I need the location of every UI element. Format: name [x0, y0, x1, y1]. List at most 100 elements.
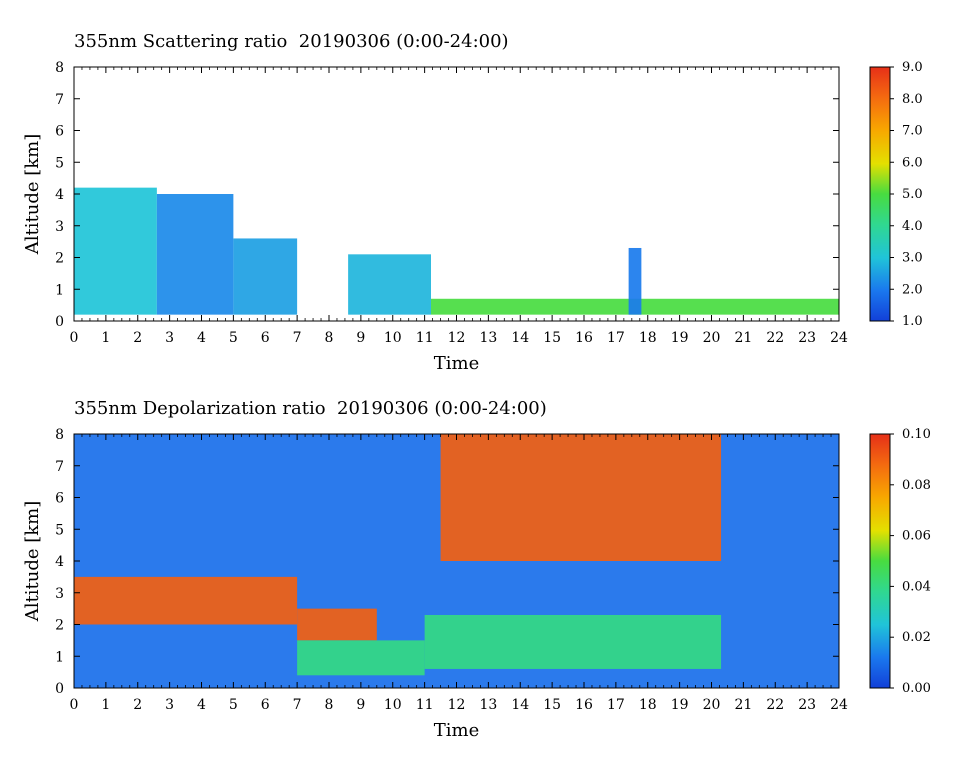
- x-tick-label-2-9: 9: [356, 697, 365, 713]
- x-tick-label-2-0: 0: [70, 697, 79, 713]
- colorbar-label-1-0: 1.0: [902, 314, 923, 329]
- x-tick-label-1-3: 3: [165, 330, 174, 346]
- y-tick-label-2-7: 7: [55, 459, 64, 475]
- x-tick-label-1-23: 23: [798, 330, 816, 346]
- y-tick-label-2-0: 0: [55, 681, 64, 697]
- x-tick-label-2-22: 22: [766, 697, 784, 713]
- colorbar-label-1-5: 6.0: [902, 155, 923, 170]
- x-tick-label-1-4: 4: [197, 330, 206, 346]
- y-tick-label-2-6: 6: [55, 491, 64, 507]
- x-tick-label-1-11: 11: [416, 330, 434, 346]
- x-tick-label-1-9: 9: [356, 330, 365, 346]
- x-tick-label-2-10: 10: [384, 697, 402, 713]
- y-tick-label-1-0: 0: [55, 314, 64, 330]
- x-tick-label-2-16: 16: [575, 697, 593, 713]
- x-tick-label-1-24: 24: [830, 330, 848, 346]
- x-tick-label-2-12: 12: [448, 697, 466, 713]
- x-tick-label-2-24: 24: [830, 697, 848, 713]
- colorbar-1: [869, 66, 891, 322]
- x-tick-label-2-8: 8: [325, 697, 334, 713]
- x-tick-label-2-5: 5: [229, 697, 238, 713]
- x-axis-label-1: Time: [434, 353, 479, 374]
- colorbar-label-1-6: 7.0: [902, 124, 923, 139]
- x-tick-label-2-23: 23: [798, 697, 816, 713]
- y-tick-label-2-2: 2: [55, 618, 64, 634]
- data-region-1-4: [348, 254, 431, 315]
- x-tick-label-2-14: 14: [511, 697, 529, 713]
- colorbar-label-1-4: 5.0: [902, 187, 923, 202]
- x-tick-label-2-1: 1: [101, 697, 110, 713]
- chart-title-scattering: 355nm Scattering ratio 20190306 (0:00-24…: [74, 31, 509, 52]
- colorbar-label-2-4: 0.08: [902, 478, 931, 493]
- x-tick-label-1-18: 18: [639, 330, 657, 346]
- data-region-1-6: [628, 247, 642, 315]
- x-tick-label-1-0: 0: [70, 330, 79, 346]
- y-tick-label-2-5: 5: [55, 522, 64, 538]
- colorbar-label-2-3: 0.06: [902, 529, 931, 544]
- x-tick-label-2-6: 6: [261, 697, 270, 713]
- x-tick-label-2-19: 19: [671, 697, 689, 713]
- x-tick-label-1-5: 5: [229, 330, 238, 346]
- y-tick-label-1-4: 4: [55, 187, 64, 203]
- x-tick-label-1-10: 10: [384, 330, 402, 346]
- y-tick-label-1-8: 8: [55, 60, 64, 76]
- data-region-2-2: [74, 576, 298, 625]
- x-tick-label-1-12: 12: [448, 330, 466, 346]
- data-region-2-4: [440, 434, 722, 561]
- x-tick-label-1-15: 15: [543, 330, 561, 346]
- x-tick-label-2-21: 21: [734, 697, 752, 713]
- data-region-2-3: [297, 608, 377, 641]
- x-tick-label-1-14: 14: [511, 330, 529, 346]
- colorbar-label-1-7: 8.0: [902, 92, 923, 107]
- depolarization-ratio-plot: [74, 434, 839, 688]
- y-tick-label-2-3: 3: [55, 586, 64, 602]
- data-region-2-6: [297, 640, 425, 676]
- x-tick-label-1-1: 1: [101, 330, 110, 346]
- axes-layer: 0 1 2 3 4 5 6 7 8 9 10 11 12 13 14 15 16 17 18 19 20 21 22 23 24…: [22, 60, 931, 741]
- y-tick-label-2-8: 8: [55, 427, 64, 443]
- colorbar-label-2-0: 0.00: [902, 681, 931, 696]
- x-tick-label-1-20: 20: [703, 330, 721, 346]
- x-tick-label-1-19: 19: [671, 330, 689, 346]
- data-region-1-1: [74, 187, 157, 315]
- x-tick-label-2-11: 11: [416, 697, 434, 713]
- x-tick-label-2-17: 17: [607, 697, 625, 713]
- data-region-2-5: [424, 614, 722, 669]
- x-tick-label-2-7: 7: [293, 697, 302, 713]
- y-tick-label-2-1: 1: [55, 649, 64, 665]
- colorbar-label-2-5: 0.10: [902, 427, 931, 442]
- colorbar-label-1-3: 4.0: [902, 219, 923, 234]
- x-tick-label-1-22: 22: [766, 330, 784, 346]
- colorbar-2: [869, 433, 891, 689]
- y-axis-label-2: Altitude [km]: [22, 501, 43, 623]
- y-tick-label-1-2: 2: [55, 251, 64, 267]
- y-tick-label-2-4: 4: [55, 554, 64, 570]
- x-tick-label-1-21: 21: [734, 330, 752, 346]
- x-tick-label-1-13: 13: [479, 330, 497, 346]
- scattering-ratio-plot: [74, 187, 839, 315]
- y-axis-label-1: Altitude [km]: [22, 134, 43, 256]
- colorbar-label-2-1: 0.02: [902, 630, 931, 645]
- x-tick-label-1-8: 8: [325, 330, 334, 346]
- x-tick-label-2-2: 2: [133, 697, 142, 713]
- x-tick-label-2-4: 4: [197, 697, 206, 713]
- y-tick-label-1-5: 5: [55, 155, 64, 171]
- x-tick-label-1-7: 7: [293, 330, 302, 346]
- data-region-1-3: [233, 238, 298, 315]
- y-tick-label-1-3: 3: [55, 219, 64, 235]
- x-tick-label-1-6: 6: [261, 330, 270, 346]
- x-tick-label-2-20: 20: [703, 697, 721, 713]
- x-tick-label-1-16: 16: [575, 330, 593, 346]
- x-tick-label-2-3: 3: [165, 697, 174, 713]
- colorbar-label-2-2: 0.04: [902, 579, 931, 594]
- x-tick-label-2-15: 15: [543, 697, 561, 713]
- x-tick-label-1-17: 17: [607, 330, 625, 346]
- x-tick-label-2-18: 18: [639, 697, 657, 713]
- y-tick-label-1-1: 1: [55, 282, 64, 298]
- x-tick-label-1-2: 2: [133, 330, 142, 346]
- chart-title-depolarization: 355nm Depolarization ratio 20190306 (0:0…: [74, 398, 547, 419]
- colorbar-label-1-1: 2.0: [902, 282, 923, 297]
- x-tick-label-2-13: 13: [479, 697, 497, 713]
- colorbar-label-1-8: 9.0: [902, 60, 923, 75]
